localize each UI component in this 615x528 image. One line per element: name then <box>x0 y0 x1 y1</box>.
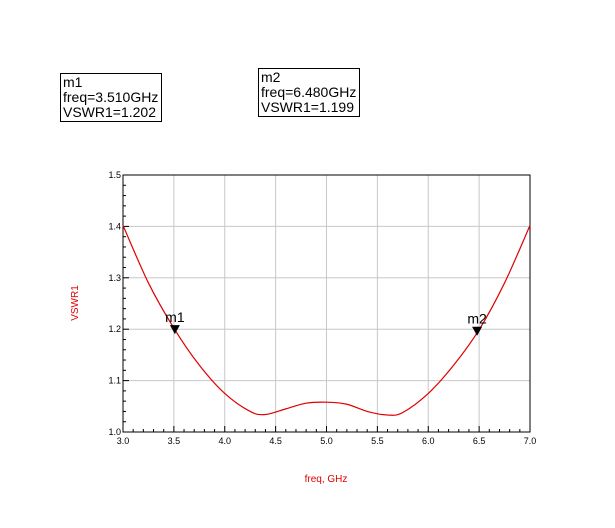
marker-value: VSWR1=1.199 <box>261 99 354 115</box>
marker-name: m1 <box>63 74 83 90</box>
y-tick-label: 1.4 <box>108 221 121 231</box>
y-tick-label: 1.5 <box>108 170 121 180</box>
axis-ticks <box>122 174 531 433</box>
marker-value: VSWR1=1.202 <box>63 104 156 120</box>
marker-freq: freq=3.510GHz <box>63 89 159 105</box>
marker-triangle-icon <box>472 326 483 336</box>
marker-readout-m1: m1 freq=3.510GHz VSWR1=1.202 <box>60 73 163 122</box>
y-axis-label: VSWR1 <box>70 285 81 321</box>
y-tick-labels: 1.0 1.1 1.2 1.3 1.4 1.5 <box>108 170 121 437</box>
y-tick-label: 1.2 <box>108 324 121 334</box>
marker-label: m1 <box>165 309 185 325</box>
x-tick-label: 4.0 <box>218 436 231 446</box>
x-axis-label: freq, GHz <box>305 474 348 485</box>
marker-readout-m2: m2 freq=6.480GHz VSWR1=1.199 <box>258 68 361 117</box>
x-tick-label: 5.0 <box>320 436 333 446</box>
markers: m1 m2 <box>165 309 487 336</box>
marker-freq: freq=6.480GHz <box>261 84 357 100</box>
marker-label: m2 <box>467 311 487 327</box>
y-tick-label: 1.3 <box>108 273 121 283</box>
x-tick-label: 3.5 <box>168 436 181 446</box>
marker-name: m2 <box>261 69 281 85</box>
x-tick-label: 7.0 <box>524 436 537 446</box>
x-tick-label: 6.0 <box>422 436 435 446</box>
grid <box>123 175 530 432</box>
y-tick-label: 1.1 <box>108 376 121 386</box>
x-tick-label: 4.5 <box>269 436 282 446</box>
y-tick-label: 1.0 <box>108 427 121 437</box>
vswr1-series-line <box>122 225 531 416</box>
marker-triangle-icon <box>169 325 180 335</box>
x-tick-label: 5.5 <box>371 436 384 446</box>
x-tick-label: 3.0 <box>117 436 130 446</box>
x-tick-label: 6.5 <box>473 436 486 446</box>
x-tick-labels: 3.0 3.5 4.0 4.5 5.0 5.5 6.0 6.5 7.0 <box>117 436 537 446</box>
